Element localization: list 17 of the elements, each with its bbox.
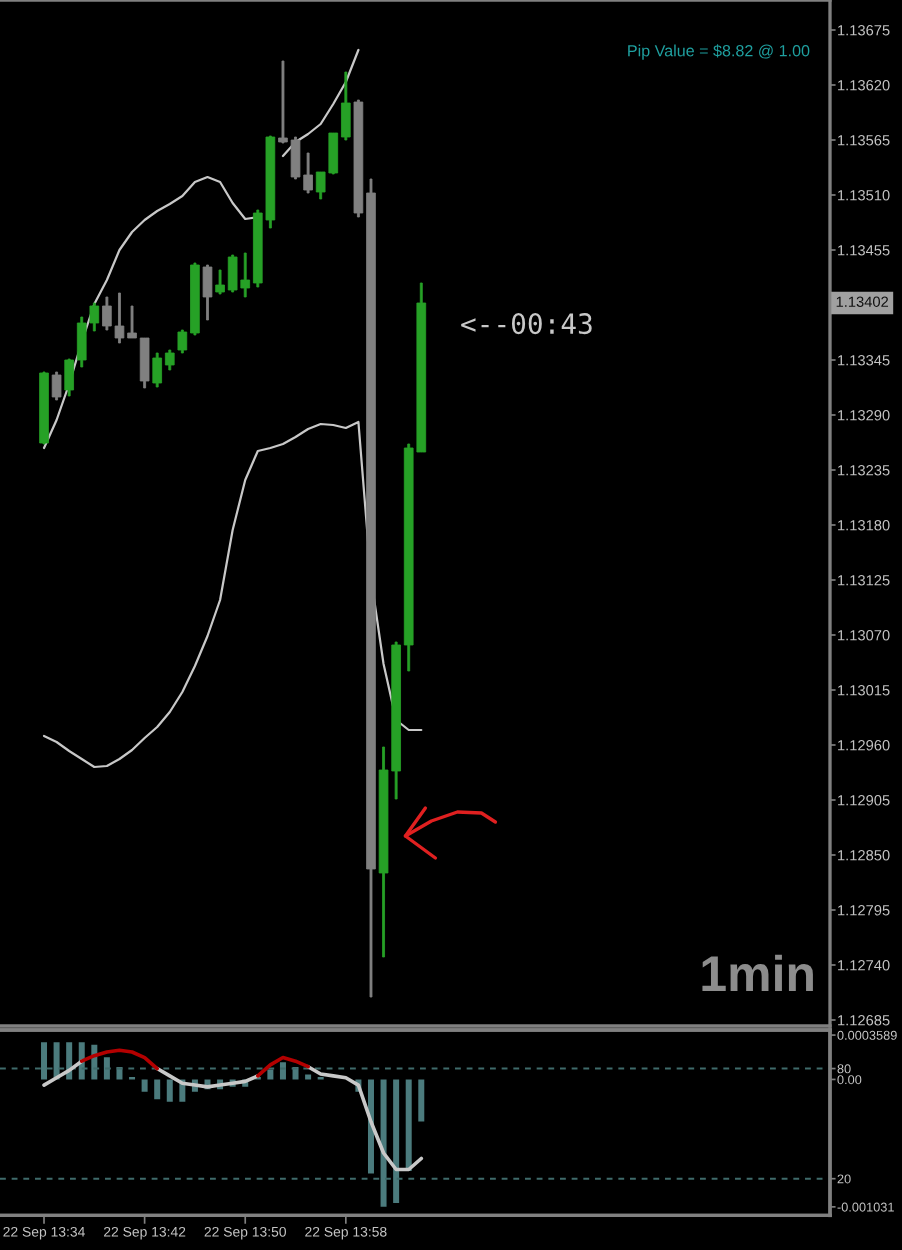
candlestick xyxy=(39,371,49,445)
bar xyxy=(166,1079,173,1102)
bar xyxy=(141,1079,148,1092)
bar xyxy=(418,1079,425,1122)
bar xyxy=(267,1069,274,1080)
bar xyxy=(380,1079,387,1207)
bar xyxy=(305,1074,312,1080)
candlestick xyxy=(51,371,62,401)
bar xyxy=(405,1079,412,1171)
bar xyxy=(154,1079,161,1100)
bar xyxy=(393,1079,400,1204)
annotation: 1min xyxy=(702,954,813,991)
candlestick xyxy=(202,264,213,321)
bar xyxy=(41,1042,48,1080)
annotation: Pip Value = $8.82 @ 1.00 xyxy=(628,44,810,60)
bar xyxy=(103,1057,110,1080)
annotation: <--00:43 xyxy=(461,313,592,335)
